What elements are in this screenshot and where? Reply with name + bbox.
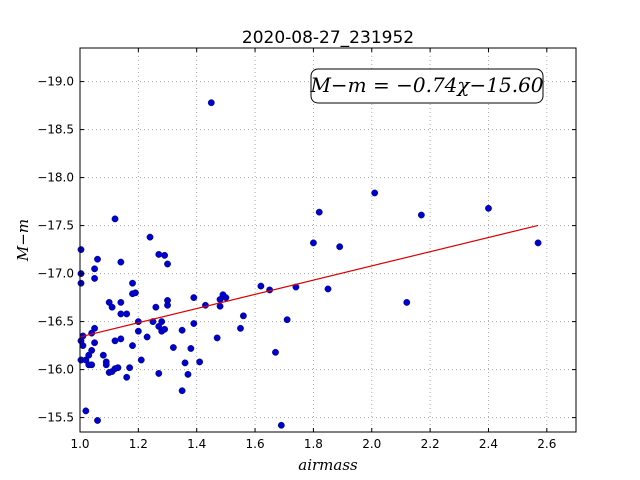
y-tick-label: −19.0 <box>37 75 74 89</box>
data-point <box>152 303 160 311</box>
y-tick-label: −18.0 <box>37 171 74 185</box>
data-point <box>324 285 332 293</box>
data-point <box>88 346 96 354</box>
data-point <box>336 243 344 251</box>
data-point <box>111 215 119 223</box>
data-point <box>277 421 285 429</box>
data-point <box>99 351 107 359</box>
data-points <box>77 99 542 429</box>
plot-frame <box>79 47 577 433</box>
data-point <box>222 294 230 301</box>
data-point <box>272 348 279 356</box>
fit-line-group <box>79 224 539 338</box>
fit-line <box>79 224 539 338</box>
y-tick-label: −17.5 <box>37 219 74 233</box>
data-point <box>117 298 125 306</box>
data-point <box>137 356 145 364</box>
data-point <box>88 361 96 369</box>
data-point <box>155 250 163 258</box>
data-point <box>371 189 379 197</box>
data-point <box>94 417 101 424</box>
data-point <box>146 233 154 241</box>
data-point <box>178 326 186 334</box>
data-point <box>79 342 87 349</box>
data-point <box>134 327 142 335</box>
x-tick-label: 1.0 <box>70 437 89 451</box>
y-tick-label: −16.0 <box>37 363 74 377</box>
data-point <box>164 301 171 309</box>
x-tick-label: 2.0 <box>362 437 381 451</box>
x-tick-label: 1.2 <box>129 437 148 451</box>
data-point <box>190 320 198 327</box>
data-point <box>283 316 291 324</box>
data-point <box>117 310 125 318</box>
data-point <box>155 370 163 377</box>
data-point <box>417 211 425 219</box>
data-point <box>181 359 189 367</box>
data-point <box>207 99 215 107</box>
data-point <box>161 325 169 333</box>
data-point <box>132 289 139 297</box>
y-tick-label: −16.5 <box>37 315 74 329</box>
x-tick-label: 2.2 <box>421 437 440 451</box>
data-point <box>315 208 323 216</box>
data-point <box>158 318 166 325</box>
data-point <box>94 255 101 263</box>
data-point <box>239 312 247 320</box>
x-tick-label: 1.4 <box>187 437 206 451</box>
data-point <box>108 303 116 311</box>
axis-ticks: 1.0 1.2 1.4 1.6 1.8 2.0 2.2 2.4 2.6 −15.5 −16.0 −16… <box>37 48 576 451</box>
data-point <box>534 239 542 247</box>
data-point <box>123 310 131 318</box>
x-tick-label: 1.6 <box>246 437 265 451</box>
data-point <box>91 265 98 273</box>
data-point <box>82 407 90 415</box>
data-point <box>213 334 221 342</box>
data-point <box>91 339 98 347</box>
data-point <box>164 260 171 268</box>
data-point <box>126 364 134 372</box>
x-tick-label: 2.4 <box>479 437 498 451</box>
x-tick-label: 2.6 <box>537 437 556 451</box>
data-point <box>117 258 125 266</box>
data-point <box>257 282 265 290</box>
grid-lines <box>79 48 576 432</box>
annotation-box <box>310 68 544 104</box>
fit-annotation: M−m = −0.74χ−15.60 <box>309 68 544 104</box>
data-point <box>129 279 136 287</box>
data-point <box>77 246 85 254</box>
data-point <box>190 294 198 301</box>
x-axis-label: airmass <box>298 456 358 474</box>
data-point <box>129 342 136 349</box>
data-point <box>91 324 98 332</box>
data-point <box>143 333 151 341</box>
data-point <box>114 364 122 372</box>
y-axis-label: M−m <box>14 219 32 262</box>
data-point <box>196 358 204 366</box>
data-point <box>178 387 186 395</box>
data-point <box>169 344 177 351</box>
data-point <box>123 373 131 381</box>
fit-equation-label: M−m = −0.74χ−15.60 <box>309 73 543 97</box>
data-point <box>111 337 119 345</box>
data-point <box>184 370 192 378</box>
y-tick-label: −18.5 <box>37 123 74 137</box>
data-point <box>102 361 110 369</box>
y-tick-label: −17.0 <box>37 267 74 281</box>
data-point <box>485 204 492 212</box>
data-point <box>91 274 98 282</box>
data-point <box>187 345 195 352</box>
y-tick-label: −15.5 <box>37 411 74 425</box>
x-tick-label: 1.8 <box>304 437 323 451</box>
chart-title: 2020-08-27_231952 <box>242 28 414 48</box>
data-point <box>237 324 244 332</box>
data-point <box>117 335 125 343</box>
data-point <box>77 279 85 287</box>
data-point <box>403 298 411 306</box>
data-point <box>161 251 169 259</box>
data-point <box>310 239 317 247</box>
